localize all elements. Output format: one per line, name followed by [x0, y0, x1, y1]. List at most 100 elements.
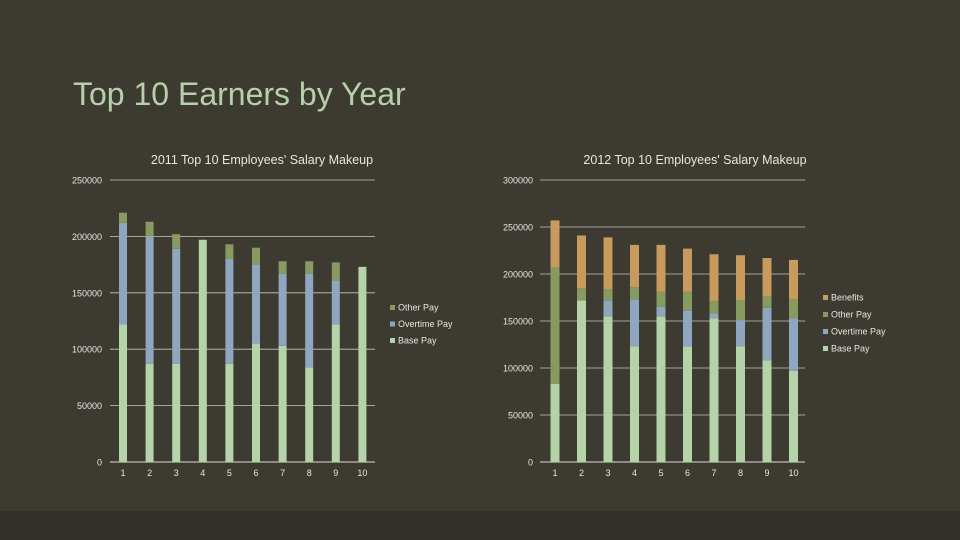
bar-segment [603, 316, 613, 462]
bar-segment [119, 212, 127, 223]
bar-segment [577, 235, 586, 289]
x-tick-label: 5 [658, 468, 663, 478]
bar-segment [145, 363, 154, 462]
x-tick-label: 7 [711, 468, 716, 478]
bar-segment [789, 259, 798, 300]
bar-segment [358, 266, 367, 462]
y-tick-label: 250000 [503, 223, 533, 233]
bar-segment [789, 370, 798, 462]
bar-segment [225, 258, 234, 364]
y-tick-label: 50000 [508, 411, 533, 421]
y-tick-label: 50000 [77, 401, 102, 411]
bar-segment [278, 345, 287, 462]
bar-segment [683, 248, 692, 292]
bar-segment [736, 300, 745, 321]
x-tick-label: 7 [280, 468, 285, 478]
bar-segment [172, 363, 181, 462]
x-tick-label: 1 [552, 468, 557, 478]
bar-segment [331, 280, 340, 325]
x-tick-label: 8 [307, 468, 312, 478]
y-tick-label: 200000 [72, 232, 102, 242]
bar-segment [709, 318, 719, 462]
y-tick-label: 150000 [72, 288, 102, 298]
x-tick-label: 9 [764, 468, 769, 478]
y-tick-label: 100000 [72, 345, 102, 355]
x-tick-label: 4 [200, 468, 205, 478]
x-tick-label: 5 [227, 468, 232, 478]
bar-segment [709, 313, 719, 319]
y-tick-label: 150000 [503, 317, 533, 327]
x-tick-label: 6 [685, 468, 690, 478]
bar-segment [762, 307, 772, 361]
bar-segment [630, 287, 639, 300]
bar-segment [736, 255, 745, 301]
bar-segment [683, 291, 692, 311]
bar-segment [683, 310, 692, 347]
bar-segment [198, 239, 207, 462]
bar-segment [762, 360, 772, 462]
x-tick-label: 9 [333, 468, 338, 478]
bar-segment [656, 244, 666, 292]
bar-segment [709, 254, 719, 302]
legend-label: Overtime Pay [398, 319, 453, 329]
bar-segment [736, 320, 745, 347]
legend-swatch [823, 312, 828, 317]
bar-segment [550, 383, 560, 462]
bar-segment [577, 300, 586, 462]
bar-segment [145, 221, 154, 237]
bar-segment [550, 220, 560, 268]
bar-segment [709, 301, 719, 314]
slide-title: Top 10 Earners by Year [73, 76, 406, 112]
y-tick-label: 0 [97, 458, 102, 468]
chart-title: 2012 Top 10 Employees' Salary Makeup [583, 153, 806, 167]
bar-segment [577, 288, 586, 301]
legend-label: Other Pay [398, 303, 439, 313]
legend-label: Overtime Pay [831, 327, 886, 337]
bar-segment [550, 267, 560, 384]
x-tick-label: 8 [738, 468, 743, 478]
legend-swatch [823, 295, 828, 300]
y-tick-label: 100000 [503, 364, 533, 374]
bar-segment [789, 299, 798, 319]
bar-segment [225, 363, 234, 462]
bar-segment [172, 248, 181, 364]
bar-segment [762, 296, 772, 308]
legend-label: Benefits [831, 293, 864, 303]
bar-segment [225, 244, 234, 259]
x-tick-label: 2 [579, 468, 584, 478]
bar-segment [789, 318, 798, 371]
bar-segment [252, 264, 260, 344]
bar-segment [331, 324, 340, 462]
bar-segment [603, 289, 613, 301]
bar-segment [656, 316, 666, 462]
x-tick-label: 3 [605, 468, 610, 478]
x-tick-label: 4 [632, 468, 637, 478]
bar-segment [630, 244, 639, 288]
x-tick-label: 10 [357, 468, 367, 478]
legend-swatch [390, 305, 395, 310]
legend-swatch [390, 321, 395, 327]
bar-segment [252, 247, 260, 265]
bar-segment [278, 261, 287, 274]
legend-label: Other Pay [831, 310, 872, 320]
bar-segment [603, 237, 613, 290]
bar-segment [656, 306, 666, 317]
bar-segment [172, 234, 181, 249]
bar-segment [762, 258, 772, 297]
bar-segment [278, 273, 287, 346]
x-tick-label: 2 [147, 468, 152, 478]
legend-swatch [823, 346, 828, 351]
bar-segment [305, 367, 314, 462]
footer-band [0, 511, 960, 540]
bar-segment [119, 324, 127, 462]
bar-segment [305, 261, 314, 274]
bar-segment [683, 346, 692, 462]
bar-segment [305, 273, 314, 368]
bar-segment [603, 300, 613, 317]
y-tick-label: 250000 [72, 176, 102, 186]
legend-swatch [390, 338, 395, 343]
y-tick-label: 300000 [503, 176, 533, 186]
bar-segment [252, 343, 260, 462]
bar-segment [736, 346, 745, 462]
